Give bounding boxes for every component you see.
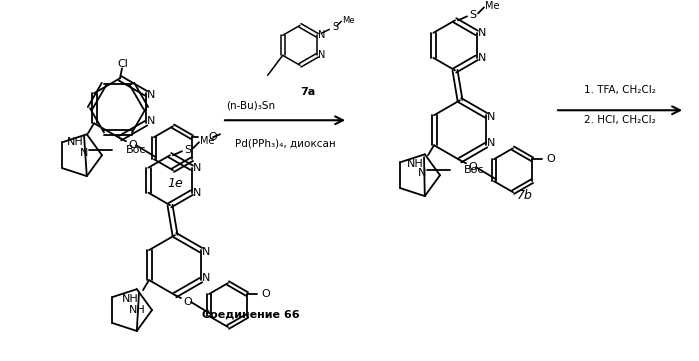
Text: NH: NH — [122, 294, 139, 304]
Text: N: N — [477, 28, 486, 38]
Text: O: O — [208, 132, 217, 142]
Text: N: N — [192, 188, 201, 198]
Text: N: N — [477, 53, 486, 63]
Text: O: O — [261, 289, 270, 299]
Text: Соединение 66: Соединение 66 — [202, 309, 299, 319]
Text: N: N — [317, 30, 325, 40]
Text: (n-Bu)₃Sn: (n-Bu)₃Sn — [226, 100, 275, 110]
Text: 7b: 7b — [517, 189, 533, 202]
Text: 1e: 1e — [167, 177, 183, 190]
Text: N: N — [202, 273, 210, 283]
Text: O: O — [468, 162, 477, 172]
Text: Me: Me — [485, 1, 500, 12]
Text: N: N — [147, 90, 155, 100]
Text: 1. TFA, CH₂Cl₂: 1. TFA, CH₂Cl₂ — [584, 85, 656, 95]
Text: N: N — [417, 168, 426, 178]
Text: N: N — [487, 112, 495, 122]
Text: 7a: 7a — [300, 87, 315, 97]
Text: N: N — [487, 138, 495, 148]
Text: Me: Me — [343, 16, 355, 25]
Text: NH: NH — [129, 305, 145, 315]
Text: S: S — [185, 145, 192, 155]
Text: S: S — [332, 22, 338, 32]
Text: N: N — [202, 247, 210, 257]
Text: S: S — [470, 10, 477, 20]
Text: NH: NH — [408, 159, 424, 169]
Text: NH: NH — [67, 137, 84, 147]
Text: Me: Me — [200, 136, 215, 146]
Text: Pd(PPh₃)₄, диоксан: Pd(PPh₃)₄, диоксан — [235, 138, 336, 148]
Text: N: N — [80, 148, 88, 158]
Text: Boc: Boc — [126, 145, 146, 155]
Text: N: N — [147, 116, 155, 126]
Text: Cl: Cl — [117, 59, 129, 69]
Text: O: O — [546, 154, 555, 164]
Text: O: O — [184, 297, 192, 307]
Text: N: N — [192, 163, 201, 173]
Text: N: N — [317, 50, 325, 60]
Text: O: O — [129, 140, 138, 150]
Text: 2. HCl, CH₂Cl₂: 2. HCl, CH₂Cl₂ — [584, 115, 656, 125]
Text: Boc: Boc — [464, 165, 484, 175]
